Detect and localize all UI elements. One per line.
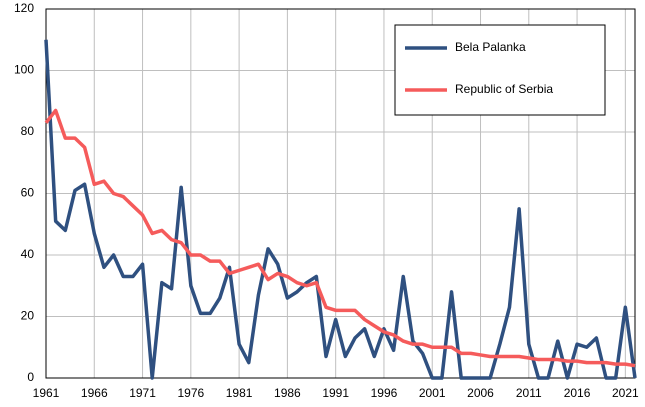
legend-label: Bela Palanka (455, 40, 526, 54)
x-tick-label: 1981 (226, 386, 253, 400)
x-tick-label: 2016 (564, 386, 591, 400)
legend-box (394, 24, 606, 116)
y-tick-label: 0 (27, 370, 34, 384)
y-tick-label: 20 (21, 309, 35, 323)
x-tick-label: 2006 (467, 386, 494, 400)
y-tick-label: 120 (14, 1, 34, 15)
series-line (44, 39, 637, 380)
y-tick-label: 40 (21, 247, 35, 261)
y-tick-label: 60 (21, 186, 35, 200)
legend-label: Republic of Serbia (455, 82, 553, 96)
x-tick-label: 1966 (81, 386, 108, 400)
x-tick-label: 1991 (322, 386, 349, 400)
plot-frame (45, 8, 636, 379)
x-tick-label: 1971 (129, 386, 156, 400)
y-tick-label: 100 (14, 63, 34, 77)
y-tick-label: 80 (21, 124, 35, 138)
x-tick-label: 2001 (419, 386, 446, 400)
x-tick-label: 1976 (177, 386, 204, 400)
x-tick-label: 2021 (612, 386, 639, 400)
series-line (44, 108, 636, 368)
x-tick-label: 1996 (371, 386, 398, 400)
x-tick-label: 1986 (274, 386, 301, 400)
x-tick-label: 2011 (516, 386, 542, 400)
x-tick-label: 1961 (33, 386, 60, 400)
